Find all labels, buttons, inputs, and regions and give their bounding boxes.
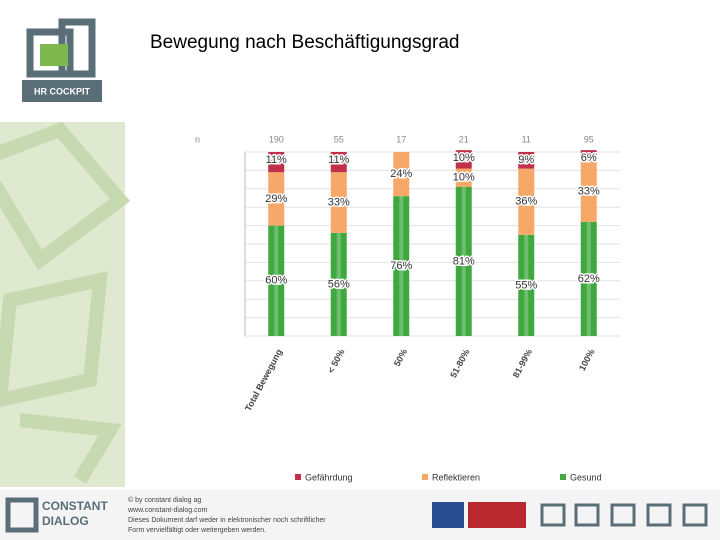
bar-segment xyxy=(455,168,472,187)
n-value: 17 xyxy=(396,134,406,144)
n-label: n xyxy=(195,134,200,144)
value-label: 60% xyxy=(265,275,287,287)
legend-label: Gesund xyxy=(570,472,602,482)
bar-segment xyxy=(393,196,410,336)
bar-highlight xyxy=(336,232,341,336)
value-label: 81% xyxy=(453,255,475,267)
bar-segment xyxy=(455,150,472,169)
value-label: 11% xyxy=(328,154,349,166)
footer-logo xyxy=(5,497,39,533)
value-label: 62% xyxy=(578,273,600,285)
n-value: 95 xyxy=(584,134,594,144)
footer-line: Dieses Dokument darf weder in elektronis… xyxy=(128,517,326,524)
bar-highlight xyxy=(274,225,279,336)
value-label: 33% xyxy=(578,185,600,197)
bar-segment xyxy=(330,232,347,336)
logo: HR COCKPIT xyxy=(22,18,102,102)
slide-title: Bewegung nach Beschäftigungsgrad xyxy=(150,32,460,53)
value-label: 36% xyxy=(515,196,537,208)
value-label: 11% xyxy=(266,154,287,166)
badge xyxy=(432,502,464,528)
bar-segment xyxy=(518,234,535,336)
bar-highlight xyxy=(586,221,591,336)
legend-swatch xyxy=(422,474,428,480)
n-value: 11 xyxy=(522,134,531,144)
bar-segment xyxy=(580,161,597,222)
value-label: 6% xyxy=(581,152,597,164)
bar-highlight xyxy=(399,196,404,336)
legend-label: Reflektieren xyxy=(432,472,480,482)
footer-line: Form vervielfältigt oder weitergeben wer… xyxy=(128,527,266,534)
badge xyxy=(468,502,526,528)
bar-segment xyxy=(330,172,347,233)
footer-brand: CONSTANT xyxy=(42,499,108,513)
value-label: 33% xyxy=(328,197,350,209)
bar-segment xyxy=(518,152,535,169)
n-value: 21 xyxy=(459,134,469,144)
value-label: 10% xyxy=(453,172,475,184)
legend-label: Gefährdung xyxy=(305,472,353,482)
bar-segment xyxy=(268,172,285,226)
logo-text: HR COCKPIT xyxy=(34,86,91,96)
footer-bar xyxy=(0,490,720,540)
bar-segment xyxy=(455,186,472,336)
footer-line: © by constant dialog ag xyxy=(128,496,201,504)
value-label: 10% xyxy=(453,152,475,164)
bar-segment xyxy=(580,221,597,336)
product-icons xyxy=(540,503,708,527)
side-shapes xyxy=(0,121,131,484)
bar-segment xyxy=(268,225,285,336)
bar-segment xyxy=(518,168,535,235)
legend-swatch xyxy=(560,474,566,480)
footer-brand: DIALOG xyxy=(42,514,89,528)
bar-highlight xyxy=(461,186,466,336)
n-value: 55 xyxy=(334,134,344,144)
value-label: 76% xyxy=(390,260,412,272)
bar-segment xyxy=(330,152,347,173)
bar-segment xyxy=(580,150,597,162)
footer-line: www.constant-dialog.com xyxy=(127,507,208,514)
n-value: 190 xyxy=(269,134,284,144)
bar-segment xyxy=(268,152,285,173)
value-label: 55% xyxy=(515,279,537,291)
legend-swatch xyxy=(295,474,301,480)
value-label: 56% xyxy=(328,278,350,290)
bar-highlight xyxy=(524,234,529,336)
value-label: 29% xyxy=(265,193,287,205)
value-label: 24% xyxy=(390,168,412,180)
value-label: 9% xyxy=(518,154,534,166)
bar-segment xyxy=(393,152,410,197)
